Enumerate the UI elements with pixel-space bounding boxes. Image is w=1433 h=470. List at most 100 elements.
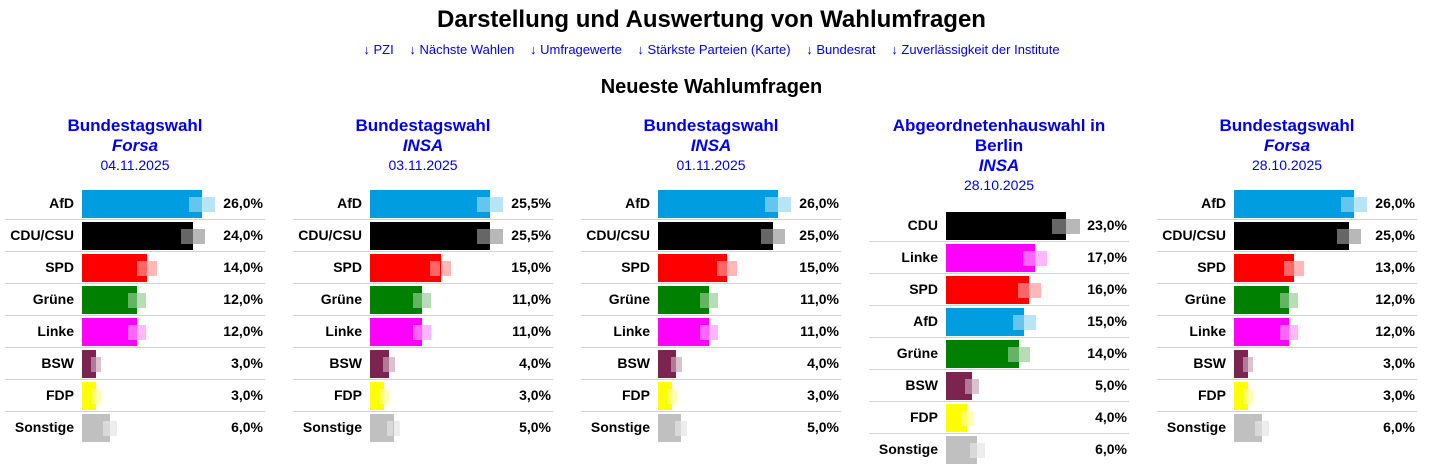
party-name: Grüne	[896, 345, 938, 361]
party-row: SPD 13,0%	[1157, 252, 1417, 284]
institute-name: INSA	[690, 136, 732, 155]
party-row: SPD 15,0%	[293, 252, 553, 284]
party-value: 26,0%	[799, 195, 839, 211]
party-row: Linke 12,0%	[1157, 316, 1417, 348]
nav-link-zuverlaessigkeit[interactable]: ↓ Zuverlässigkeit der Institute	[891, 42, 1059, 57]
arrow-down-icon: ↓	[806, 42, 813, 57]
party-value: 25,0%	[799, 227, 839, 243]
party-row: AfD 25,5%	[293, 188, 553, 220]
confidence-band-inner	[1018, 283, 1030, 298]
confidence-band-inner	[961, 411, 967, 426]
confidence-band-outer	[422, 325, 431, 340]
party-bar	[1234, 222, 1349, 250]
election-title-link[interactable]: Bundestagswahl	[67, 116, 203, 135]
party-value: 4,0%	[519, 355, 551, 371]
party-row: Sonstige 5,0%	[293, 412, 553, 443]
confidence-band-inner	[667, 389, 672, 404]
poll-panel: Bundestagswahl Forsa 28.10.2025 AfD 26,0% CDU…	[1157, 116, 1417, 443]
party-value: 6,0%	[1095, 441, 1127, 457]
institute-name: Forsa	[111, 136, 159, 155]
confidence-band-inner	[700, 293, 709, 308]
party-name: Grüne	[1184, 291, 1226, 307]
party-name: Linke	[1189, 323, 1226, 339]
poll-header: Abgeordnetenhauswahl in Berlin INSA 28.10.…	[869, 116, 1129, 210]
party-value: 26,0%	[223, 195, 263, 211]
election-title-link[interactable]: Bundestagswahl	[643, 116, 779, 135]
arrow-down-icon: ↓	[530, 42, 537, 57]
confidence-band-inner	[181, 229, 193, 244]
party-name: Linke	[613, 323, 650, 339]
confidence-band-inner	[1052, 219, 1066, 234]
party-bar	[946, 340, 1019, 368]
party-bar	[658, 350, 676, 378]
nav-link-staerkste-parteien[interactable]: ↓ Stärkste Parteien (Karte)	[637, 42, 790, 57]
party-name: Sonstige	[878, 441, 938, 457]
poll-date: 28.10.2025	[1251, 157, 1323, 173]
confidence-band-inner	[1284, 261, 1294, 276]
election-title-link[interactable]: Bundestagswahl	[1219, 116, 1355, 135]
party-value: 15,0%	[799, 259, 839, 275]
party-bar	[658, 318, 709, 346]
poll-panel: Bundestagswahl INSA 01.11.2025 AfD 26,0% CDU/…	[581, 116, 841, 443]
poll-results: CDU 23,0% Linke 17,0% SPD 16,0% AfD 15,0% Grüne 1…	[869, 210, 1129, 465]
election-title-link[interactable]: Abgeordnetenhauswahl in Berlin	[892, 116, 1106, 155]
party-row: Grüne 14,0%	[869, 338, 1129, 370]
party-bar	[370, 382, 384, 410]
party-name: BSW	[329, 355, 362, 371]
confidence-band-outer	[709, 293, 718, 308]
party-row: AfD 15,0%	[869, 306, 1129, 338]
party-row: FDP 3,0%	[5, 380, 265, 412]
party-value: 24,0%	[223, 227, 263, 243]
party-bar	[946, 404, 967, 432]
confidence-band-inner	[700, 325, 709, 340]
party-bar	[370, 190, 490, 218]
party-value: 5,0%	[1095, 377, 1127, 393]
party-name: AfD	[337, 195, 362, 211]
nav-link-umfragewerte[interactable]: ↓ Umfragewerte	[530, 42, 622, 57]
arrow-down-icon: ↓	[637, 42, 644, 57]
confidence-band-inner	[717, 261, 727, 276]
party-bar	[1234, 350, 1248, 378]
party-value: 3,0%	[231, 355, 263, 371]
nav-link-label: Nächste Wahlen	[419, 42, 515, 57]
party-value: 3,0%	[231, 387, 263, 403]
party-value: 15,0%	[1087, 313, 1127, 329]
arrow-down-icon: ↓	[409, 42, 416, 57]
party-name: CDU	[907, 217, 938, 233]
confidence-band-outer	[96, 357, 101, 372]
party-row: FDP 4,0%	[869, 402, 1129, 434]
party-bar	[658, 382, 672, 410]
confidence-band-inner	[477, 197, 490, 212]
party-bar	[946, 244, 1035, 272]
party-row: SPD 15,0%	[581, 252, 841, 284]
nav-link-naechste-wahlen[interactable]: ↓ Nächste Wahlen	[409, 42, 514, 57]
section-heading: Neueste Wahlumfragen	[600, 76, 823, 98]
party-name: BSW	[41, 355, 74, 371]
nav-link-bundesrat[interactable]: ↓ Bundesrat	[806, 42, 875, 57]
party-row: SPD 14,0%	[5, 252, 265, 284]
party-value: 4,0%	[1095, 409, 1127, 425]
party-name: Sonstige	[1166, 419, 1226, 435]
confidence-band-outer	[384, 389, 389, 404]
poll-date: 01.11.2025	[676, 157, 746, 173]
election-title-link[interactable]: Bundestagswahl	[355, 116, 491, 135]
nav-link-pzi[interactable]: ↓ PZI	[363, 42, 393, 57]
confidence-band-inner	[1243, 389, 1248, 404]
party-row: AfD 26,0%	[581, 188, 841, 220]
confidence-band-outer	[709, 325, 718, 340]
confidence-band-inner	[379, 389, 384, 404]
party-name: Linke	[325, 323, 362, 339]
confidence-band-outer	[672, 389, 677, 404]
party-name: BSW	[617, 355, 650, 371]
party-row: Grüne 11,0%	[293, 284, 553, 316]
party-row: Linke 11,0%	[581, 316, 841, 348]
party-name: CDU/CSU	[10, 227, 74, 243]
confidence-band-inner	[477, 229, 490, 244]
institute-name: Forsa	[1263, 136, 1311, 155]
party-name: Sonstige	[590, 419, 650, 435]
confidence-band-outer	[1349, 229, 1361, 244]
institute-name: INSA	[978, 156, 1020, 175]
party-name: Linke	[901, 249, 938, 265]
nav-link-label: Zuverlässigkeit der Institute	[901, 42, 1060, 57]
party-row: Linke 11,0%	[293, 316, 553, 348]
